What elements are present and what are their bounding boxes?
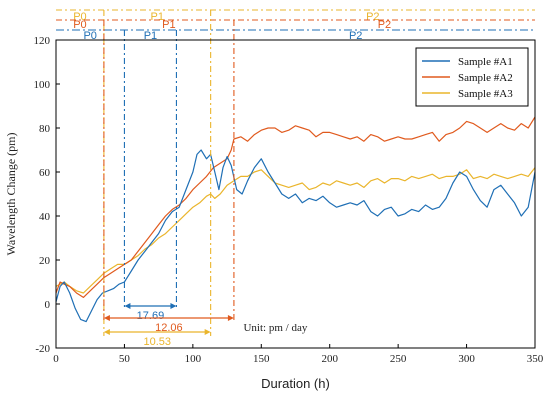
series-line-a3: [55, 167, 536, 294]
y-axis-title: Wavelength Change (pm): [4, 133, 18, 256]
y-tick-label: 80: [39, 123, 51, 135]
phase-label-a1-p1: P1: [144, 30, 157, 42]
x-tick-label: 350: [527, 353, 544, 365]
x-tick-label: 200: [321, 353, 338, 365]
phase-label-a1-p0: P0: [83, 30, 96, 42]
legend-label-a2: Sample #A2: [458, 72, 513, 84]
rate-label-a2: 12.06: [155, 322, 183, 334]
data-series: [55, 116, 536, 323]
phase-label-a3-p0: P0: [73, 11, 86, 23]
phase-label-a2-p2: P2: [378, 19, 391, 31]
x-tick-label: 0: [53, 353, 59, 365]
rate-arrowhead-right-a3: [204, 329, 211, 335]
x-tick-label: 250: [390, 353, 407, 365]
x-tick-label: 100: [185, 353, 202, 365]
plot-frame: [55, 39, 536, 349]
rate-arrowhead-right-a1: [170, 303, 177, 309]
series-line-a1: [55, 149, 536, 323]
rate-arrowhead-left-a1: [124, 303, 131, 309]
series-line-a2: [55, 116, 536, 298]
legend-label-a1: Sample #A1: [458, 56, 513, 68]
phase-boundary-lines: [103, 10, 235, 336]
phase-label-a2-p1: P1: [162, 19, 175, 31]
y-tick-label: 20: [39, 255, 51, 267]
legend-label-a3: Sample #A3: [458, 88, 513, 100]
x-axis-title: Duration (h): [261, 376, 330, 391]
rate-label-a1: 17.69: [137, 310, 165, 322]
rate-arrowhead-left-a3: [103, 329, 110, 335]
rate-label-a3: 10.53: [144, 336, 172, 348]
y-tick-label: -20: [35, 343, 50, 355]
y-tick-label: 120: [34, 35, 51, 47]
y-tick-label: 40: [39, 211, 51, 223]
x-tick-label: 300: [458, 353, 475, 365]
rate-arrowhead-right-a2: [227, 315, 234, 321]
unit-note: Unit: pm / day: [243, 322, 307, 334]
y-tick-label: 100: [34, 79, 51, 91]
phase-label-a2-p0: P0: [73, 19, 86, 31]
phase-label-a1-p2: P2: [349, 30, 362, 42]
phase-label-a3-p1: P1: [151, 11, 164, 23]
x-tick-label: 50: [119, 353, 131, 365]
rate-arrowhead-left-a2: [103, 315, 110, 321]
x-tick-label: 150: [253, 353, 270, 365]
y-tick-label: 60: [39, 167, 51, 179]
y-tick-label: 0: [45, 299, 51, 311]
axes: [55, 39, 536, 349]
legend: Sample #A1 Sample #A2 Sample #A3: [415, 47, 529, 107]
